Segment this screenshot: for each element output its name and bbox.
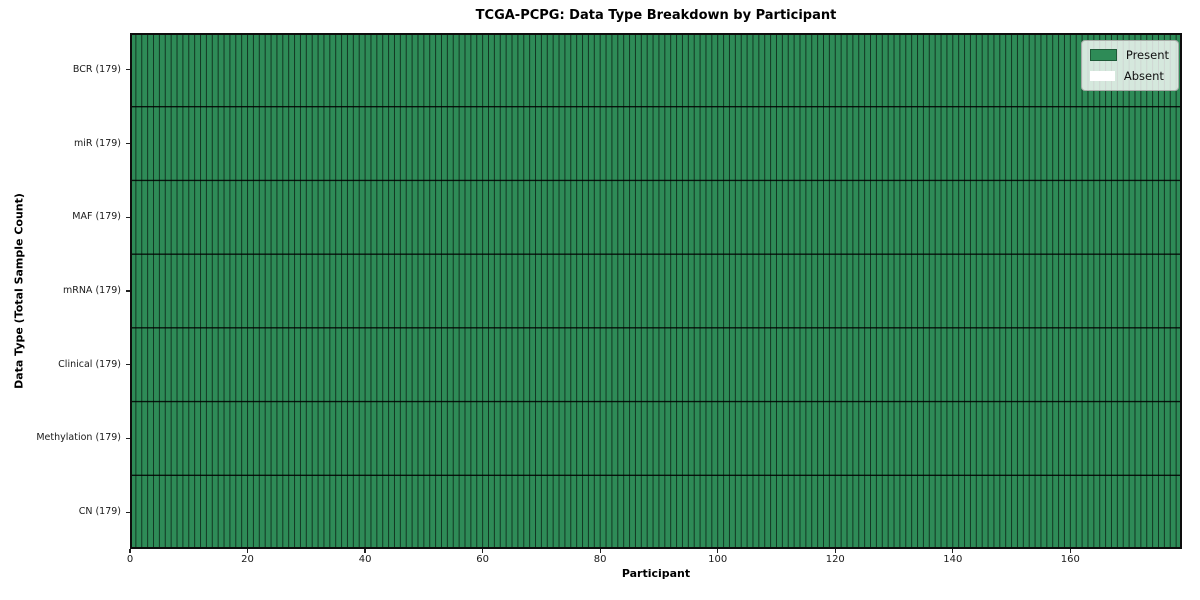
x-tick-label-140: 140 bbox=[943, 554, 963, 565]
x-tick-label-0: 0 bbox=[126, 554, 134, 565]
y-tick-mark bbox=[126, 290, 130, 292]
y-tick-mark bbox=[126, 511, 130, 513]
x-tick-mark bbox=[717, 549, 719, 553]
legend-label-absent: Absent bbox=[1123, 69, 1164, 83]
chart-title: TCGA-PCPG: Data Type Breakdown by Partic… bbox=[475, 8, 837, 23]
x-tick-label-120: 120 bbox=[825, 554, 845, 565]
x-tick-mark bbox=[246, 549, 249, 553]
x-tick-label-60: 60 bbox=[476, 554, 489, 565]
y-tick-mark bbox=[126, 437, 130, 440]
x-tick-label-40: 40 bbox=[358, 554, 372, 565]
y-tick-mark bbox=[126, 364, 130, 366]
legend-entry-present: Present bbox=[1089, 48, 1169, 62]
y-tick-label-cn: CN (179) bbox=[78, 506, 121, 518]
x-tick-mark bbox=[952, 549, 954, 553]
x-tick-label-160: 160 bbox=[1060, 554, 1080, 565]
x-tick-mark bbox=[129, 549, 131, 553]
x-tick-mark bbox=[482, 549, 484, 553]
x-tick-mark bbox=[1069, 549, 1071, 553]
x-axis-label: Participant bbox=[621, 567, 691, 580]
x-tick-label-80: 80 bbox=[593, 554, 607, 565]
legend-label-present: Present bbox=[1125, 48, 1169, 62]
x-tick-mark bbox=[834, 549, 836, 553]
x-tick-mark bbox=[599, 549, 601, 553]
y-tick-label-mir: miR (179) bbox=[73, 137, 121, 149]
legend-entry-absent: Absent bbox=[1089, 69, 1169, 83]
absent-swatch-icon bbox=[1089, 71, 1115, 81]
y-tick-label-clinical: Clinical (179) bbox=[58, 358, 121, 370]
y-tick-mark bbox=[126, 142, 130, 145]
y-tick-label-maf: MAF (179) bbox=[72, 211, 121, 223]
heatmap-grid bbox=[130, 33, 1182, 549]
y-tick-mark bbox=[126, 69, 130, 71]
x-tick-label-20: 20 bbox=[241, 554, 254, 565]
x-tick-label-100: 100 bbox=[708, 554, 728, 565]
y-tick-mark bbox=[126, 216, 130, 218]
y-tick-label-methylation: Methylation (179) bbox=[36, 432, 121, 444]
x-tick-mark bbox=[364, 549, 366, 553]
present-swatch-icon bbox=[1089, 49, 1117, 61]
y-tick-label-mrna: mRNA (179) bbox=[62, 285, 121, 296]
y-tick-label-bcr: BCR (179) bbox=[72, 63, 121, 75]
plot-area: Present Absent bbox=[130, 33, 1182, 549]
legend: Present Absent bbox=[1080, 40, 1179, 91]
